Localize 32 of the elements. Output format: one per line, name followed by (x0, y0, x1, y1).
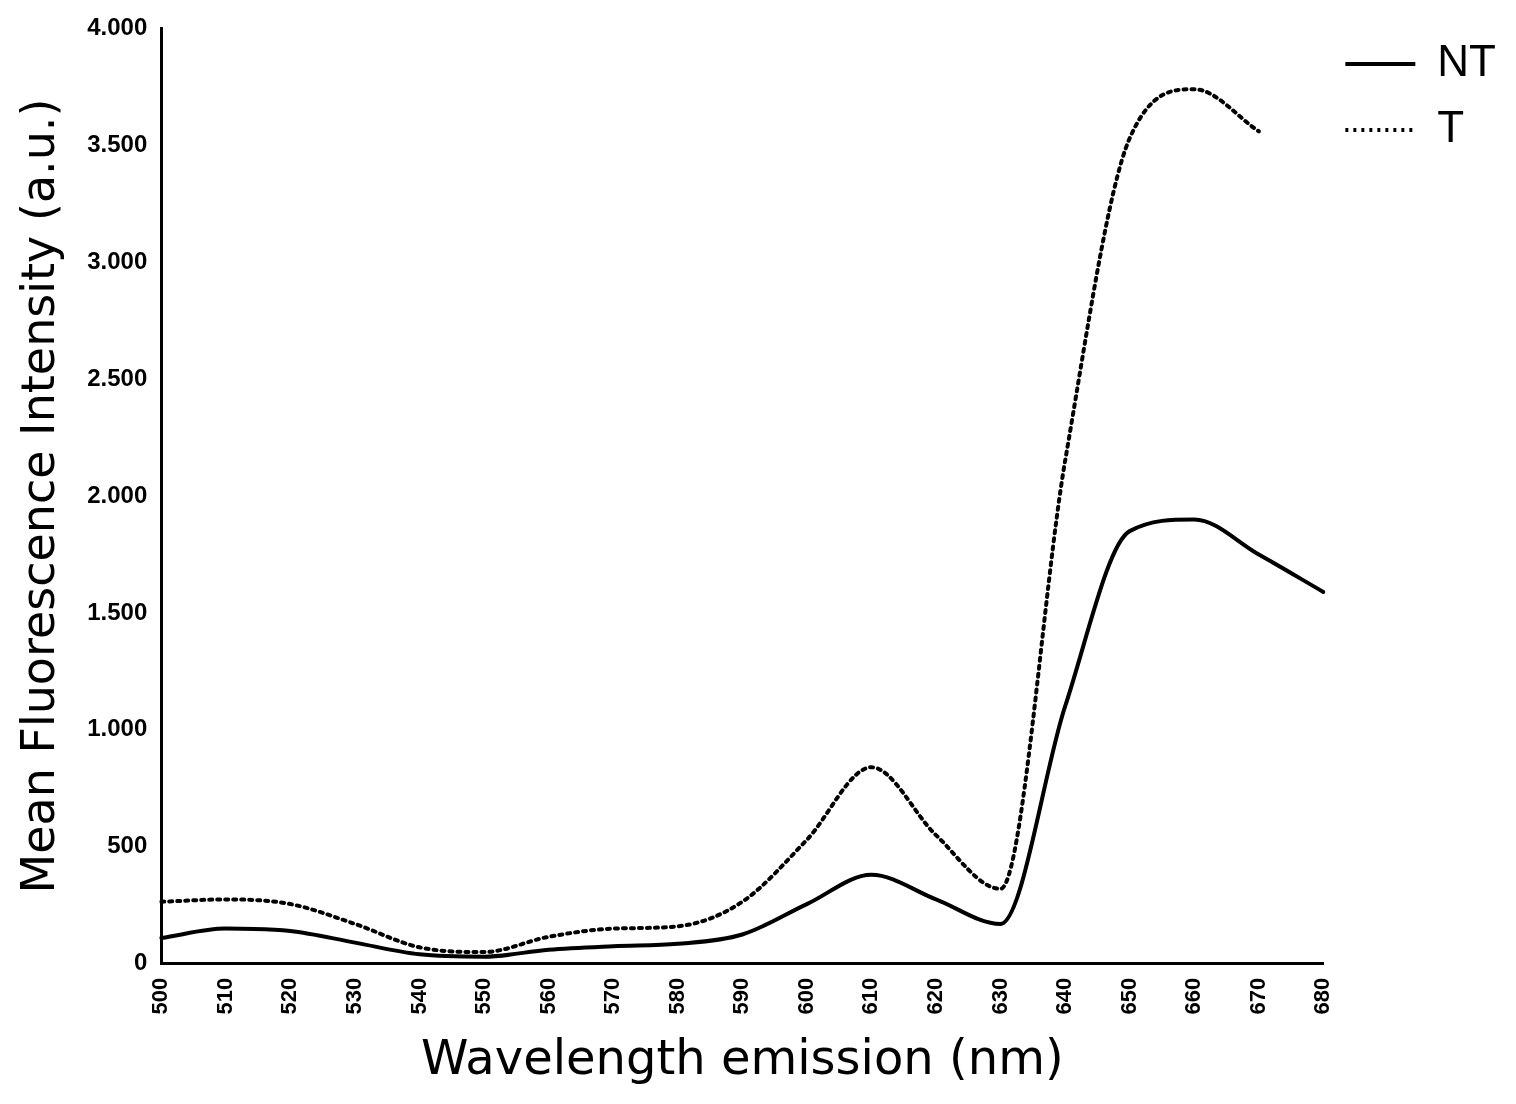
x-tick-label: 530 (341, 977, 366, 1015)
y-tick-label: 4.000 (87, 13, 148, 41)
y-tick-label: 0 (133, 948, 148, 976)
legend-label: NT (1437, 36, 1496, 86)
y-tick-label: 3.000 (87, 246, 148, 274)
x-tick-label: 660 (1180, 977, 1206, 1015)
y-tick-label: 3.500 (87, 129, 148, 157)
y-tick-label: 1.500 (87, 597, 148, 625)
y-axis-title: Mean Fluorescence Intensity (a.u.) (10, 98, 65, 894)
y-tick-label: 1.000 (87, 714, 148, 742)
x-tick-label: 630 (986, 977, 1012, 1015)
x-tick-label: 590 (728, 977, 754, 1015)
y-tick-label: 500 (107, 831, 148, 859)
x-tick-label: 620 (922, 977, 948, 1015)
x-tick-label: 580 (663, 977, 689, 1015)
x-tick-label: 540 (405, 977, 431, 1015)
y-tick-label: 2.500 (87, 363, 148, 391)
x-tick-label: 550 (470, 977, 496, 1015)
x-axis-title: Wavelength emission (nm) (420, 1028, 1064, 1085)
x-tick-label: 610 (857, 977, 883, 1015)
x-tick-label: 670 (1244, 977, 1270, 1015)
x-tick-label: 510 (211, 977, 237, 1015)
y-tick-label: 2.000 (87, 480, 148, 508)
x-tick-label: 600 (792, 977, 818, 1015)
x-tick-label: 500 (147, 977, 173, 1015)
x-tick-label: 680 (1309, 977, 1335, 1015)
legend-label: T (1437, 102, 1465, 152)
x-tick-label: 640 (1051, 977, 1077, 1015)
x-tick-label: 520 (276, 977, 302, 1015)
x-tick-label: 570 (599, 977, 625, 1015)
x-tick-label: 650 (1115, 977, 1141, 1015)
x-tick-label: 560 (534, 977, 560, 1015)
